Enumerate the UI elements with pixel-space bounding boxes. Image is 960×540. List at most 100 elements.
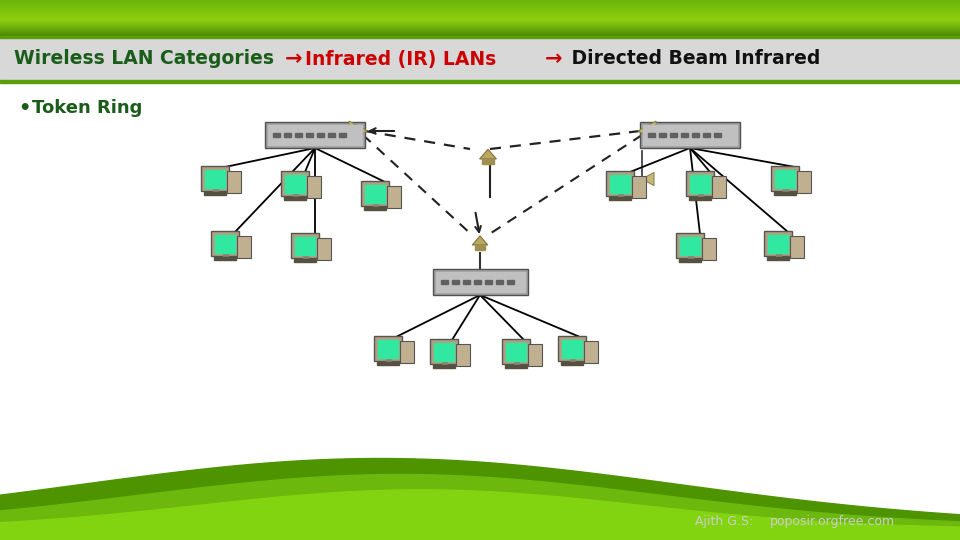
Polygon shape: [0, 458, 960, 540]
Bar: [610, 175, 631, 193]
Bar: [284, 197, 306, 200]
Bar: [562, 340, 583, 358]
Bar: [436, 272, 524, 292]
Bar: [0, 36, 960, 38]
Bar: [485, 280, 492, 284]
Bar: [0, 40, 960, 48]
Bar: [293, 194, 298, 198]
Bar: [317, 133, 324, 137]
Bar: [776, 254, 780, 258]
Bar: [679, 259, 701, 262]
Bar: [302, 256, 307, 260]
Bar: [0, 80, 960, 83]
Bar: [307, 176, 321, 198]
Bar: [689, 175, 710, 193]
Text: Ajith G.S:: Ajith G.S:: [695, 516, 754, 529]
Bar: [482, 159, 493, 164]
Bar: [714, 133, 721, 137]
Bar: [273, 133, 280, 137]
Bar: [284, 133, 291, 137]
Bar: [584, 341, 597, 362]
Bar: [659, 133, 666, 137]
Bar: [670, 133, 677, 137]
Bar: [433, 365, 455, 368]
FancyBboxPatch shape: [502, 339, 530, 363]
Bar: [506, 343, 526, 361]
Bar: [0, 520, 960, 540]
Text: •: •: [18, 98, 31, 118]
Bar: [372, 204, 377, 208]
Bar: [434, 343, 454, 361]
Polygon shape: [638, 121, 656, 141]
Bar: [702, 238, 715, 260]
Bar: [648, 133, 655, 137]
Text: Token Ring: Token Ring: [32, 99, 142, 117]
FancyBboxPatch shape: [202, 165, 228, 191]
Bar: [782, 189, 787, 193]
Bar: [364, 207, 386, 210]
Bar: [386, 359, 391, 363]
Bar: [681, 133, 688, 137]
Bar: [285, 175, 305, 193]
Text: Infrared (IR) LANs: Infrared (IR) LANs: [305, 50, 496, 69]
Bar: [268, 125, 362, 145]
Bar: [617, 194, 622, 198]
FancyBboxPatch shape: [607, 171, 634, 195]
Bar: [643, 125, 737, 145]
Text: Wireless LAN Categories: Wireless LAN Categories: [14, 50, 274, 69]
Bar: [767, 257, 789, 260]
Polygon shape: [349, 121, 367, 141]
Bar: [687, 256, 692, 260]
Bar: [376, 362, 399, 365]
FancyBboxPatch shape: [676, 233, 704, 258]
Bar: [703, 133, 710, 137]
Bar: [507, 280, 514, 284]
Bar: [387, 186, 400, 207]
Bar: [473, 280, 481, 284]
Bar: [698, 194, 703, 198]
Bar: [495, 280, 502, 284]
FancyBboxPatch shape: [686, 171, 713, 195]
Bar: [204, 192, 227, 195]
Bar: [214, 257, 236, 260]
Bar: [609, 197, 632, 200]
Bar: [640, 122, 740, 148]
Bar: [204, 170, 226, 188]
FancyBboxPatch shape: [559, 335, 586, 361]
Bar: [688, 197, 711, 200]
FancyBboxPatch shape: [211, 231, 239, 255]
Bar: [514, 362, 518, 366]
Text: poposir.orgfree.com: poposir.orgfree.com: [770, 516, 895, 529]
Bar: [632, 176, 645, 198]
FancyBboxPatch shape: [764, 231, 792, 255]
Bar: [456, 345, 469, 366]
FancyBboxPatch shape: [281, 171, 309, 195]
Bar: [442, 362, 446, 366]
FancyBboxPatch shape: [430, 339, 458, 363]
Bar: [797, 171, 810, 192]
Bar: [569, 359, 574, 363]
Bar: [561, 362, 584, 365]
Bar: [223, 254, 228, 258]
Text: Directed Beam Infrared: Directed Beam Infrared: [565, 50, 821, 69]
Bar: [441, 280, 447, 284]
Bar: [0, 38, 960, 80]
Bar: [328, 133, 335, 137]
Bar: [463, 280, 469, 284]
Bar: [265, 122, 365, 148]
Text: →: →: [545, 49, 563, 69]
Bar: [294, 259, 316, 262]
Bar: [399, 341, 414, 362]
Polygon shape: [480, 149, 496, 159]
Text: →: →: [285, 49, 302, 69]
Bar: [237, 237, 251, 258]
Bar: [768, 235, 788, 253]
FancyBboxPatch shape: [361, 180, 389, 206]
Bar: [790, 237, 804, 258]
Bar: [227, 171, 241, 192]
Bar: [295, 237, 315, 255]
Bar: [317, 238, 330, 260]
Polygon shape: [0, 475, 960, 540]
Bar: [680, 237, 700, 255]
FancyBboxPatch shape: [771, 165, 799, 191]
